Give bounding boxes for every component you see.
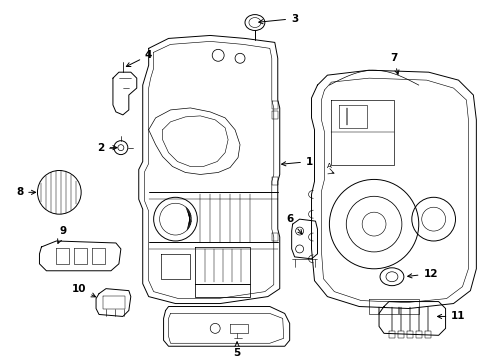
Text: 6: 6 — [285, 214, 302, 234]
Text: A: A — [327, 162, 331, 168]
Text: 12: 12 — [407, 269, 437, 279]
Text: 7: 7 — [389, 53, 398, 75]
Text: 8: 8 — [16, 187, 36, 197]
Text: 9: 9 — [58, 226, 67, 243]
Text: 1: 1 — [281, 157, 312, 167]
Text: 5: 5 — [233, 342, 240, 358]
Text: 4: 4 — [126, 50, 152, 67]
Text: 10: 10 — [72, 284, 95, 297]
Text: 11: 11 — [437, 311, 465, 321]
Text: 2: 2 — [97, 143, 117, 153]
Text: 3: 3 — [258, 14, 298, 24]
